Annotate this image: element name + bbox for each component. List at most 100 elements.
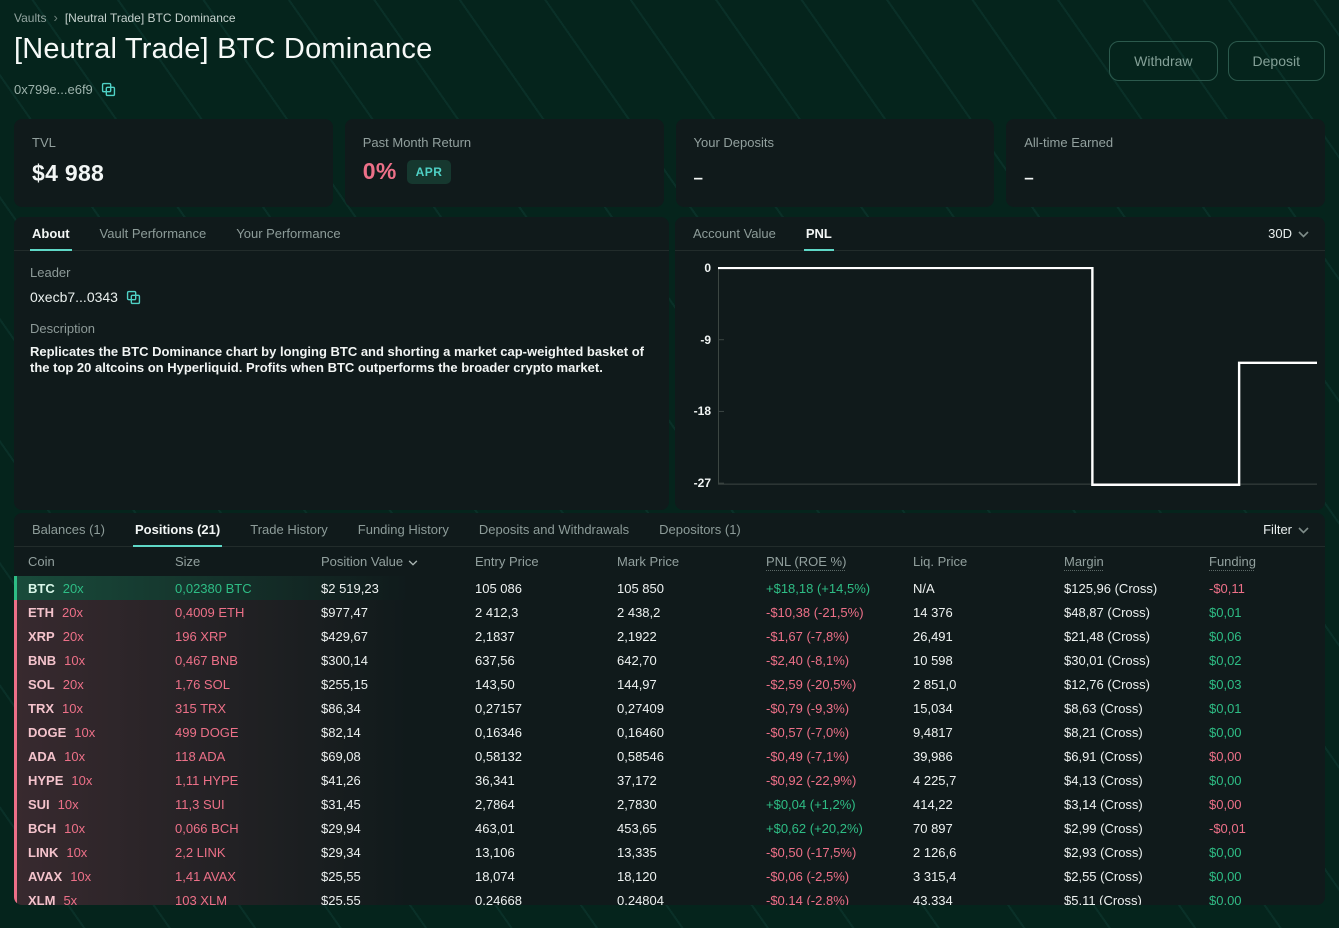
filter-dropdown[interactable]: Filter (1263, 522, 1309, 537)
leader-address[interactable]: 0xecb7...0343 (30, 289, 118, 305)
position-row[interactable]: TRX 10x 315 TRX $86,34 0,27157 0,27409 -… (14, 696, 1325, 720)
range-selector[interactable]: 30D (1268, 226, 1309, 241)
margin-value: $8,21 (Cross) (1064, 724, 1143, 740)
deposit-button[interactable]: Deposit (1227, 41, 1325, 81)
vault-address: 0x799e...e6f9 (14, 82, 93, 97)
position-row[interactable]: BTC 20x 0,02380 BTC $2 519,23 105 086 10… (14, 576, 1325, 600)
position-size: 1,41 AVAX (175, 868, 236, 884)
position-row[interactable]: SUI 10x 11,3 SUI $31,45 2,7864 2,7830 +$… (14, 792, 1325, 816)
position-size: 499 DOGE (175, 724, 239, 740)
your-deposits-card: Your Deposits – (675, 119, 995, 207)
entry-price: 105 086 (475, 580, 522, 596)
tab-pnl[interactable]: PNL (803, 217, 834, 251)
coin-symbol: XLM (28, 892, 56, 906)
leverage-badge: 10x (64, 652, 86, 668)
position-row[interactable]: AVAX 10x 1,41 AVAX $25,55 18,074 18,120 … (14, 864, 1325, 888)
position-value: $429,67 (321, 628, 368, 644)
coin-symbol: BNB (28, 652, 57, 668)
coin-symbol: ADA (28, 748, 57, 764)
margin-value: $6,91 (Cross) (1064, 748, 1143, 764)
col-funding[interactable]: Funding (1209, 554, 1256, 569)
y-tick-label: 0 (704, 260, 711, 275)
position-row[interactable]: HYPE 10x 1,11 HYPE $41,26 36,341 37,172 … (14, 768, 1325, 792)
pnl-roe: +$0,04 (+1,2%) (766, 796, 856, 812)
liq-price: 15,034 (913, 700, 953, 716)
position-size: 103 XLM (175, 892, 228, 906)
earned-label: All-time Earned (1024, 135, 1114, 150)
pnl-roe: -$2,59 (-20,5%) (766, 676, 857, 692)
position-size: 11,3 SUI (175, 796, 225, 812)
tab-vault-performance[interactable]: Vault Performance (99, 225, 207, 241)
breadcrumb-vaults-link[interactable]: Vaults (14, 10, 47, 25)
col-margin[interactable]: Margin (1064, 554, 1104, 569)
tab-depositors[interactable]: Depositors (1) (659, 521, 741, 537)
tab-about[interactable]: About (30, 217, 72, 251)
copy-icon[interactable] (126, 290, 141, 305)
col-coin[interactable]: Coin (28, 554, 55, 569)
table-header: Coin Size Position Value Entry Price Mar… (14, 547, 1325, 576)
position-row[interactable]: DOGE 10x 499 DOGE $82,14 0,16346 0,16460… (14, 720, 1325, 744)
coin-symbol: BCH (28, 820, 57, 836)
y-tick-label: -9 (700, 332, 711, 347)
funding-value: $0,02 (1209, 652, 1242, 668)
mark-price: 0,16460 (617, 724, 664, 740)
margin-value: $48,87 (Cross) (1064, 604, 1150, 620)
col-mark-price[interactable]: Mark Price (617, 554, 680, 569)
position-row[interactable]: XRP 20x 196 XRP $429,67 2,1837 2,1922 -$… (14, 624, 1325, 648)
position-row[interactable]: ETH 20x 0,4009 ETH $977,47 2 412,3 2 438… (14, 600, 1325, 624)
tab-trade-history[interactable]: Trade History (250, 521, 328, 537)
col-liq-price[interactable]: Liq. Price (913, 554, 968, 569)
withdraw-button[interactable]: Withdraw (1109, 41, 1218, 81)
position-row[interactable]: XLM 5x 103 XLM $25,55 0,24668 0,24804 -$… (14, 888, 1325, 905)
tab-positions[interactable]: Positions (21) (132, 513, 223, 547)
position-row[interactable]: BCH 10x 0,066 BCH $29,94 463,01 453,65 +… (14, 816, 1325, 840)
entry-price: 36,341 (475, 772, 515, 788)
position-value: $29,34 (321, 844, 361, 860)
leverage-badge: 5x (63, 892, 78, 906)
position-size: 0,066 BCH (175, 820, 239, 836)
position-value: $25,55 (321, 892, 361, 906)
position-size: 196 XRP (175, 628, 228, 644)
col-entry-price[interactable]: Entry Price (475, 554, 539, 569)
position-row[interactable]: BNB 10x 0,467 BNB $300,14 637,56 642,70 … (14, 648, 1325, 672)
position-row[interactable]: LINK 10x 2,2 LINK $29,34 13,106 13,335 -… (14, 840, 1325, 864)
col-position-value[interactable]: Position Value (321, 554, 475, 569)
mark-price: 2 438,2 (617, 604, 661, 620)
copy-icon[interactable] (101, 82, 116, 97)
leverage-badge: 10x (74, 724, 96, 740)
coin-symbol: TRX (28, 700, 54, 716)
pnl-roe: -$0,06 (-2,5%) (766, 868, 850, 884)
pnl-roe: -$10,38 (-21,5%) (766, 604, 864, 620)
margin-value: $2,99 (Cross) (1064, 820, 1143, 836)
positions-panel: Balances (1) Positions (21) Trade Histor… (14, 513, 1325, 905)
tab-your-performance[interactable]: Your Performance (236, 225, 341, 241)
entry-price: 143,50 (475, 676, 515, 692)
position-row[interactable]: ADA 10x 118 ADA $69,08 0,58132 0,58546 -… (14, 744, 1325, 768)
entry-price: 18,074 (475, 868, 515, 884)
pnl-roe: -$0,79 (-9,3%) (766, 700, 850, 716)
position-row[interactable]: SOL 20x 1,76 SOL $255,15 143,50 144,97 -… (14, 672, 1325, 696)
position-value: $31,45 (321, 796, 361, 812)
position-value: $977,47 (321, 604, 368, 620)
pnl-roe: +$18,18 (+14,5%) (766, 580, 871, 596)
col-position-value-label: Position Value (321, 554, 404, 569)
leverage-badge: 10x (66, 844, 88, 860)
leverage-badge: 20x (62, 580, 84, 596)
col-size[interactable]: Size (175, 554, 201, 569)
margin-value: $21,48 (Cross) (1064, 628, 1150, 644)
mark-price: 144,97 (617, 676, 657, 692)
tab-funding-history[interactable]: Funding History (357, 521, 449, 537)
leverage-badge: 10x (70, 868, 92, 884)
margin-value: $125,96 (Cross) (1064, 580, 1158, 596)
liq-price: 26,491 (913, 628, 953, 644)
liq-price: 414,22 (913, 796, 953, 812)
tab-deposits-withdrawals[interactable]: Deposits and Withdrawals (478, 521, 630, 537)
col-pnl-roe[interactable]: PNL (ROE %) (766, 554, 847, 569)
pnl-roe: -$2,40 (-8,1%) (766, 652, 850, 668)
tab-balances[interactable]: Balances (1) (32, 521, 105, 537)
tab-account-value[interactable]: Account Value (693, 225, 776, 241)
position-value: $86,34 (321, 700, 361, 716)
funding-value: $0,00 (1209, 796, 1242, 812)
margin-value: $4,13 (Cross) (1064, 772, 1143, 788)
y-tick-label: -27 (693, 476, 711, 491)
